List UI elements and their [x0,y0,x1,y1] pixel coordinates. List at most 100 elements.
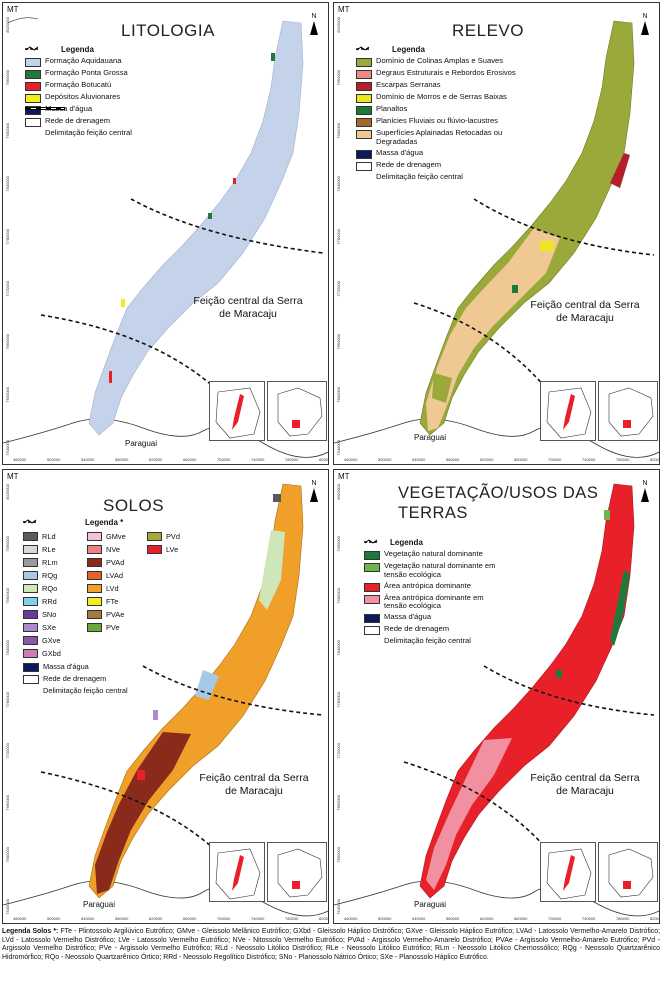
legend-item: GXbd [23,647,85,660]
legend-swatch [364,551,380,561]
relevo-map-canvas [334,20,659,458]
legend-item: RQo [23,582,85,595]
y-tick-label: 7840000 [5,639,10,656]
x-tick-label: 820000 [650,916,659,921]
y-tick-label: 7600000 [336,387,341,403]
legend-label: PVAe [106,610,125,619]
legend-item: GXve [23,634,85,647]
legend-item: Área antrópica dominante em tensão ecoló… [364,592,504,611]
legend-swatch [87,623,102,632]
legend-item: Vegetação natural dominante em tensão ec… [364,561,504,579]
botucatu-patch [109,371,112,383]
legend-swatch [87,610,102,619]
legend-swatch [87,597,102,606]
legend-swatch [87,545,102,554]
x-tick-label: 580000 [115,457,129,462]
legend-label: Massa d'água [43,662,89,671]
legend-item: Rede de drenagem [25,46,175,128]
legend-swatch [356,106,372,116]
legend-swatch [87,584,102,593]
highlight-area [623,881,631,889]
y-tick-label: 7900000 [5,587,10,604]
x-tick-label: 620000 [480,916,494,921]
legend-label: Delimitação feição central [376,171,463,181]
legend-items: Vegetação natural dominante Vegetação nat… [364,539,504,648]
legend-title: Legenda [61,45,94,54]
legend-item: RQg [23,569,85,582]
legend-swatch [25,46,41,128]
legend-item: Formação Botucatú [25,80,175,92]
legend-label: RLe [42,545,56,554]
legend-label: Rede de drenagem [384,624,450,634]
legend: Legenda Vegetação natural dominante Veget… [364,538,504,649]
legend: Legenda Formação Aquidauana Formação Pont… [25,45,175,141]
legend-label: LVe [166,545,179,554]
legend-swatch [25,48,41,140]
mt-label: MT [338,472,350,481]
y-tick-label: 8020000 [5,484,10,500]
panel-title: LITOLOGIA [121,21,215,40]
legend-label: Escarpas Serranas [376,80,441,90]
ponta-grossa-patch [208,213,212,219]
legend-swatch [356,118,372,128]
highlight-area [563,855,575,891]
footnote-heading: Legenda Solos *: [2,928,59,935]
legend-swatch [23,623,38,632]
y-tick-label: 7720000 [5,281,10,297]
vegetacao-map-canvas [334,483,659,917]
paraguai-label: Paraguai [414,900,447,909]
sxe-patch [153,710,158,720]
soil-legend-col1: RLd RLe RLm RQg RQo RRd SNo SXe GXve GXbd [23,530,85,660]
feicao-label: Feição central da Serra de Maracaju [193,295,303,320]
drainage-line [334,880,659,917]
legend-label: Área antrópica dominante em tensão ecoló… [384,592,484,611]
soil-legend-grid: RLd RLe RLm RQg RQo RRd SNo SXe GXve GXbd GMve NVe… [23,530,193,660]
legend-title: Legenda [390,538,423,547]
legend-label: LVd [106,584,119,593]
central-feature-boundary [130,198,324,254]
map-panel-vegetacao: MT VEGETAÇÃO/USOS DAS TERRAS N Legenda V… [333,469,660,924]
legend-item: SNo [23,608,85,621]
feicao-label: Feição central da Serra de Maracaju [530,772,640,797]
legend-swatch [356,94,372,104]
x-tick-label: 740000 [582,916,596,921]
x-tick-label: 620000 [149,457,163,462]
paraguai-label: Paraguai [83,900,116,909]
legend-item: Delimitação feição central [23,521,193,696]
y-tick-label: 8020000 [336,17,341,33]
x-tick-label: 460000 [344,916,358,921]
y-tick-label: 7540000 [5,899,10,915]
legend-swatch [364,539,380,636]
inset-state-canvas [215,848,261,900]
inset-map-brazil [598,381,658,441]
legend-swatch [364,594,380,604]
map-panel-litologia: MT LITOLOGIA N Legenda Formação Aquidaua… [2,2,329,465]
rqo-region [259,530,285,610]
legend-label: SXe [42,623,56,632]
solos-map-canvas [3,483,328,917]
pvad-region [95,732,191,894]
legend-items: Formação Aquidauana Formação Ponta Grossa… [25,46,175,140]
legend-item: RLm [23,556,85,569]
legend-item: Domínio de Morros e de Serras Baixas [356,92,516,104]
scale-bar [25,107,65,110]
legend-item: Rede de drenagem [23,519,193,684]
legend-swatch [356,82,372,92]
legend-swatch [147,545,162,554]
central-feature-boundary [40,314,216,389]
legend-item: Área antrópica dominante [364,581,504,592]
legend-item: PVe [87,621,145,634]
feicao-label: Feição central da Serra de Maracaju [199,772,309,797]
north-arrow-icon: N [637,13,653,43]
legend-label: NVe [106,545,120,554]
legend-label: GXbd [42,649,61,658]
legend-swatch [23,663,39,672]
legend-label: Depósitos Aluvionares [45,92,121,102]
legend-swatch [25,70,41,80]
legend-swatch [23,558,38,567]
legend-label: Planaltos [376,104,408,114]
x-tick-label: 700000 [548,457,562,462]
y-tick-label: 7660000 [336,795,341,811]
legend-swatch [356,130,372,140]
x-tick-label: 540000 [412,457,426,462]
